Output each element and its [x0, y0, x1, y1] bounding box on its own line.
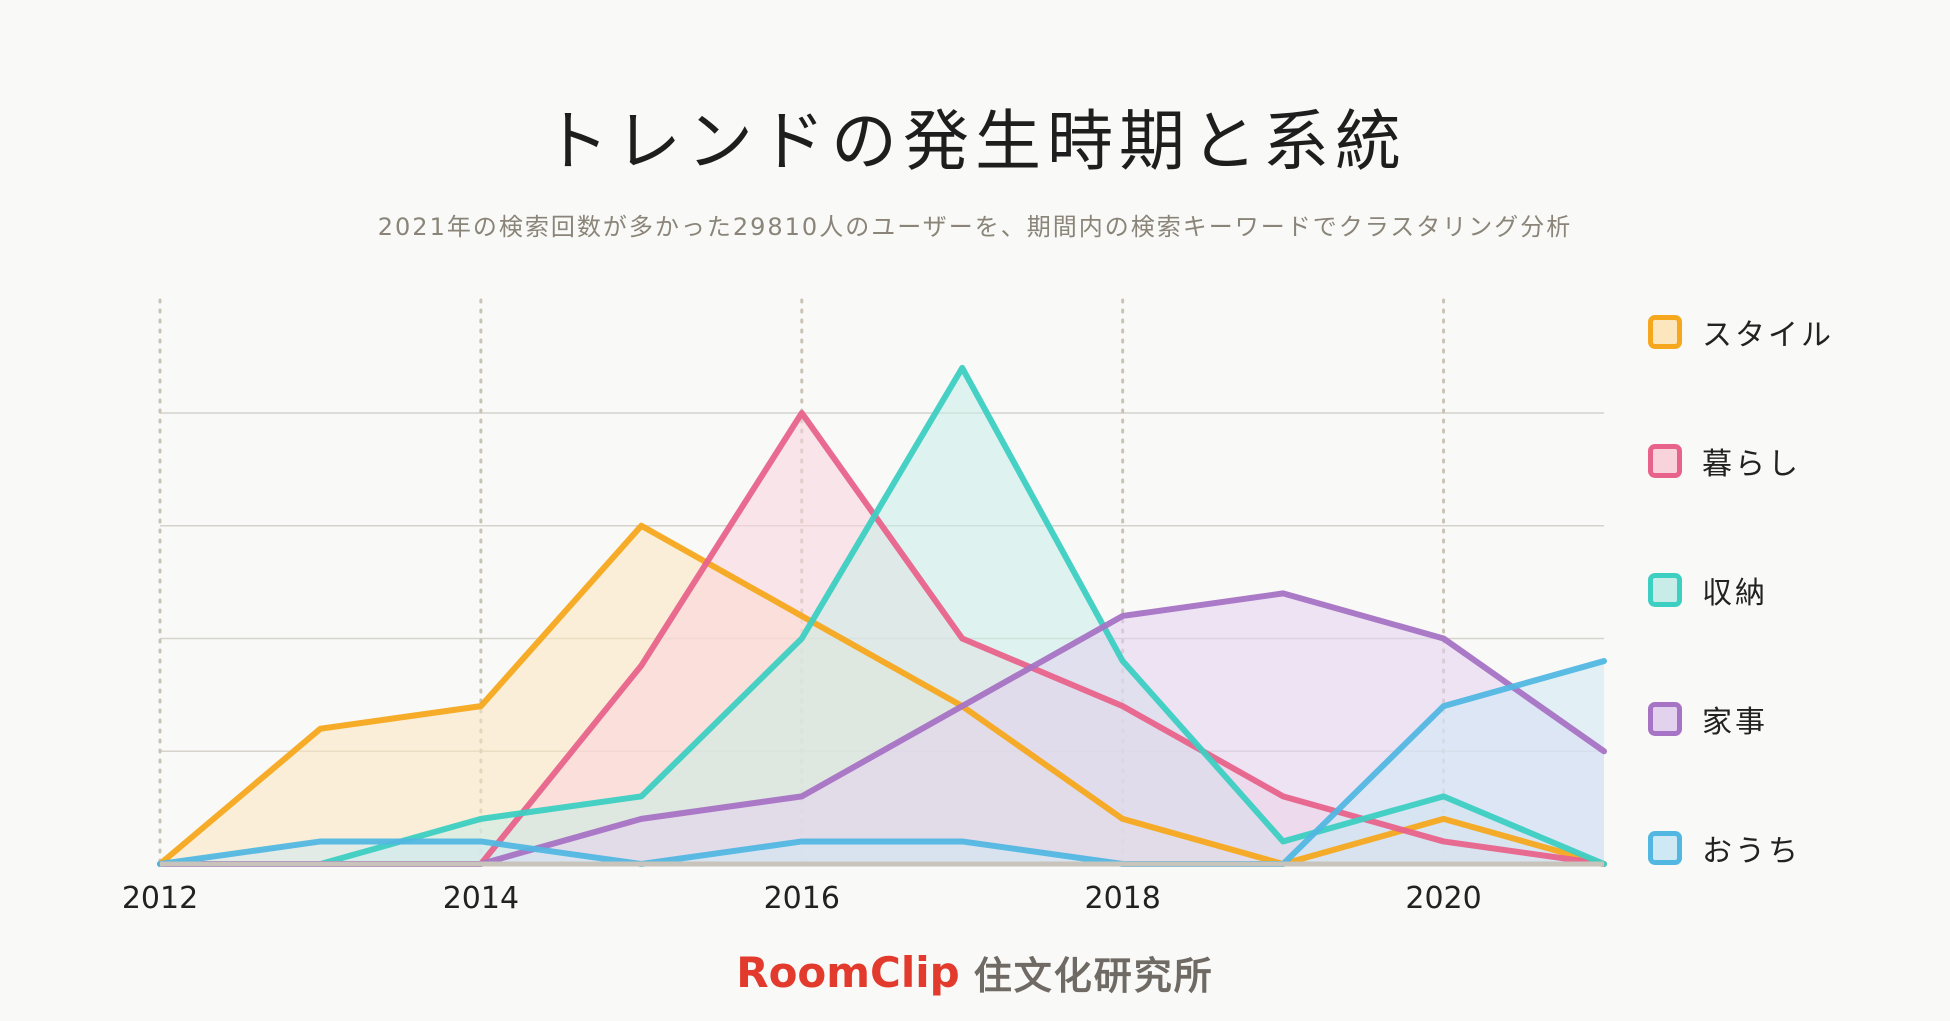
x-tick-label: 2012: [122, 881, 198, 916]
x-tick-label: 2016: [764, 881, 840, 916]
line-おうち: [157, 658, 1607, 867]
legend-label: スタイル: [1702, 318, 1834, 353]
legend-item: 家事: [1648, 697, 1768, 741]
series-lines: [157, 364, 1607, 867]
legend-swatch: [1648, 444, 1682, 478]
legend-item: おうち: [1648, 826, 1801, 870]
legend-swatch: [1648, 315, 1682, 349]
x-tick-label: 2014: [443, 881, 519, 916]
series-areas: [160, 367, 1604, 864]
x-tick-label: 2020: [1405, 881, 1481, 916]
line-スタイル: [157, 522, 1607, 867]
legend-swatch: [1648, 831, 1682, 865]
legend-item: スタイル: [1648, 310, 1834, 354]
legend-swatch: [1648, 573, 1682, 607]
chart-title: トレンドの発生時期と系統: [543, 103, 1407, 180]
legend-item: 収納: [1648, 568, 1768, 612]
roomclip-logo: RoomClip: [736, 948, 960, 997]
legend-item: 暮らし: [1648, 439, 1801, 483]
legend-swatch: [1648, 702, 1682, 736]
chart-subtitle: 2021年の検索回数が多かった29810人のユーザーを、期間内の検索キーワードで…: [377, 213, 1573, 241]
legend-label: おうち: [1702, 834, 1801, 869]
org-name: 住文化研究所: [973, 954, 1214, 998]
x-tick-label: 2018: [1084, 881, 1160, 916]
area-収納: [160, 367, 1604, 864]
footer-brand: RoomClip 住文化研究所: [0, 945, 1950, 1000]
x-axis: 2012 2014 2016 2018 2020: [122, 861, 1604, 916]
legend-label: 収納: [1702, 576, 1768, 611]
legend-label: 家事: [1702, 705, 1768, 740]
legend-label: 暮らし: [1702, 447, 1801, 482]
